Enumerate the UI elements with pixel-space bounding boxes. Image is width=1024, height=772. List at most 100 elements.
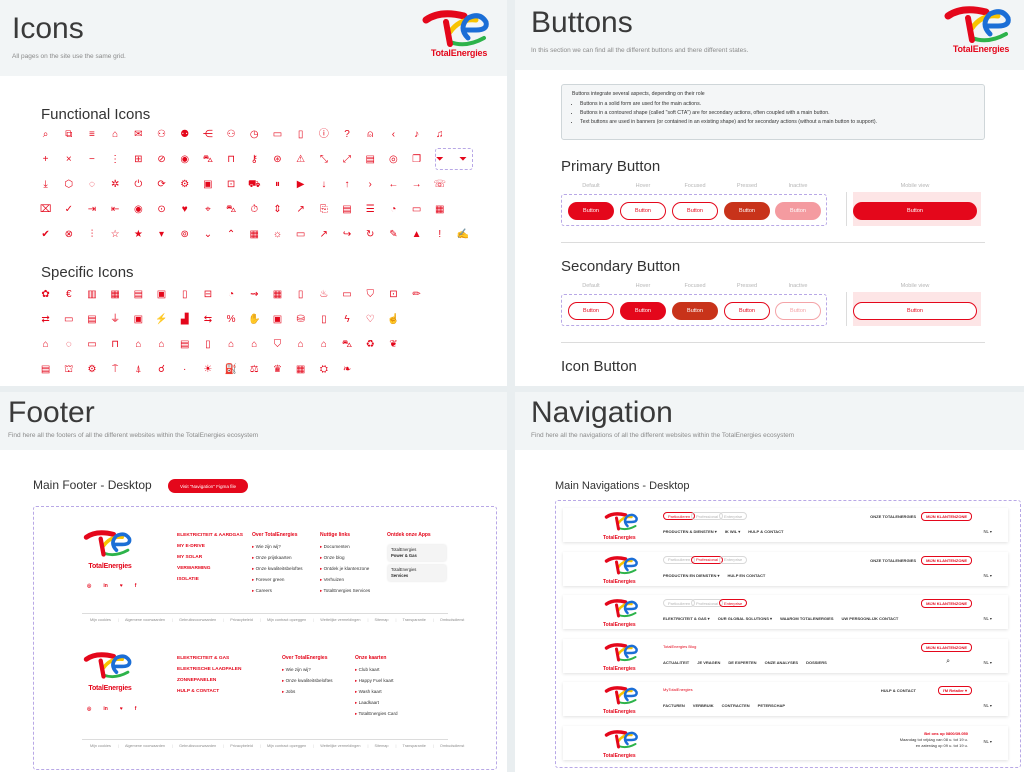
legal-link[interactable]: Algemene voorwaarden bbox=[125, 618, 173, 622]
contact-phone[interactable]: Bel ons op 0800/39.050 bbox=[924, 730, 968, 736]
twitter-icon[interactable]: ♥ bbox=[119, 583, 123, 589]
menu-item[interactable]: HULP EN CONTACT bbox=[727, 572, 766, 578]
customer-zone-button[interactable]: MIJN KLANTENZONE bbox=[921, 555, 972, 565]
linkedin-icon[interactable]: in bbox=[103, 583, 108, 589]
visit-figma-button[interactable]: Visit "Navigation" Figma file bbox=[168, 479, 249, 493]
secondary-button-focused[interactable]: Button bbox=[672, 302, 718, 320]
language-select[interactable]: NL ▾ bbox=[983, 616, 992, 621]
menu-item[interactable]: PETERSCHAP bbox=[757, 703, 786, 708]
footer-link[interactable]: Verhuizen bbox=[320, 574, 370, 585]
legal-link[interactable]: Wettelijke vermeldingen bbox=[320, 744, 368, 748]
language-select[interactable]: NL ▾ bbox=[983, 529, 992, 534]
footer-link[interactable]: ISOLATIE bbox=[177, 577, 199, 582]
site-name-link[interactable]: MyTotalEnergies bbox=[663, 687, 693, 692]
facebook-icon[interactable]: f bbox=[134, 706, 137, 712]
menu-item[interactable]: ONZE ANALYSES bbox=[764, 659, 799, 665]
footer-link[interactable]: MY SOLAR bbox=[177, 555, 203, 560]
legal-link[interactable]: Privacybeleid bbox=[230, 744, 261, 748]
footer-link[interactable]: Onze kwaliteitsbeloftes bbox=[252, 563, 303, 574]
legal-link[interactable]: Algemene voorwaarden bbox=[125, 744, 173, 748]
nav-logo[interactable]: TotalEnergies bbox=[603, 511, 643, 541]
primary-button-pressed[interactable]: Button bbox=[724, 202, 770, 220]
twitter-icon[interactable]: ♥ bbox=[119, 706, 123, 712]
legal-link[interactable]: Mijn cookies bbox=[90, 744, 119, 748]
primary-button-focused[interactable]: Button bbox=[672, 202, 718, 220]
menu-item[interactable]: ACTUALITEIT bbox=[663, 659, 690, 665]
footer-link[interactable]: MY E-DRIVE bbox=[177, 544, 205, 549]
menu-item[interactable]: CONTRACTEN bbox=[721, 703, 750, 708]
site-name-link[interactable]: TotalEnergies Blog bbox=[663, 643, 697, 649]
legal-link[interactable]: Transparantie bbox=[403, 744, 434, 748]
legal-link[interactable]: Gebruiksvoorwaarden bbox=[179, 744, 224, 748]
footer-link[interactable]: Club kaart bbox=[355, 664, 398, 675]
primary-button-default[interactable]: Button bbox=[568, 202, 614, 220]
legal-link[interactable]: Sitemap bbox=[375, 618, 397, 622]
customer-zone-button[interactable]: MIJN KLANTENZONE bbox=[921, 642, 972, 652]
language-select[interactable]: NL ▾ bbox=[983, 703, 992, 708]
menu-item[interactable]: HULP & CONTACT bbox=[748, 529, 784, 534]
footer-link[interactable]: ELEKTRICITEIT & GAS bbox=[177, 656, 230, 661]
legal-link[interactable]: Wettelijke vermeldingen bbox=[320, 618, 368, 622]
footer-link[interactable]: Onze prijskaarten bbox=[252, 552, 303, 563]
secondary-button-hover[interactable]: Button bbox=[620, 302, 666, 320]
footer-link[interactable]: TotalEnergies Card bbox=[355, 708, 398, 719]
nav-logo[interactable]: TotalEnergies bbox=[603, 685, 643, 715]
utility-link[interactable]: ONZE TOTALENERGIES bbox=[870, 514, 916, 519]
footer-link[interactable]: Documenten bbox=[320, 541, 370, 552]
footer-link[interactable]: ZONNEPANELEN bbox=[177, 678, 217, 683]
app-badge-power-gas[interactable]: TotalEnergies Power & Gas bbox=[388, 545, 446, 561]
language-select[interactable]: NL ▾ bbox=[983, 738, 992, 744]
nav-logo[interactable]: TotalEnergies bbox=[603, 729, 643, 759]
secondary-button-mobile[interactable]: Button bbox=[853, 302, 977, 320]
segment-tab[interactable]: Enterprise bbox=[719, 555, 748, 564]
secondary-button-default[interactable]: Button bbox=[568, 302, 614, 320]
nav-logo[interactable]: TotalEnergies bbox=[603, 598, 643, 628]
footer-link[interactable]: ELEKTRICITEIT & AARDGAS bbox=[177, 533, 243, 538]
legal-link[interactable]: Transparantie bbox=[403, 618, 434, 622]
menu-item[interactable]: JE VRAGEN bbox=[697, 659, 721, 665]
secondary-button-pressed[interactable]: Button bbox=[724, 302, 770, 320]
footer-link[interactable]: Laadkaart bbox=[355, 697, 398, 708]
customer-zone-button[interactable]: MIJN KLANTENZONE bbox=[921, 512, 972, 521]
menu-item[interactable]: PRODUCTEN EN DIENSTEN ▾ bbox=[663, 572, 720, 578]
instagram-icon[interactable]: ◎ bbox=[87, 706, 92, 712]
footer-link[interactable]: Ontdek je klantenzone bbox=[320, 563, 370, 574]
legal-link[interactable]: Mijn contract opzeggen bbox=[267, 618, 314, 622]
segment-tab[interactable]: Enterprise bbox=[719, 599, 748, 607]
menu-item[interactable]: ELEKTRICITEIT & GAS ▾ bbox=[663, 616, 710, 621]
legal-link[interactable]: Gebruiksvoorwaarden bbox=[179, 618, 224, 622]
search-icon[interactable]: ⌕ bbox=[946, 657, 950, 665]
legal-link[interactable]: Ombudsdienst bbox=[439, 744, 465, 748]
facebook-icon[interactable]: f bbox=[134, 583, 137, 589]
footer-link[interactable]: Onze kwaliteitsbeloftes bbox=[282, 675, 333, 686]
menu-item[interactable]: OUR GLOBAL SOLUTIONS ▾ bbox=[717, 616, 773, 621]
footer-link[interactable]: Jobs bbox=[282, 686, 333, 697]
legal-link[interactable]: Ombudsdienst bbox=[439, 618, 465, 622]
menu-item[interactable]: PRODUCTEN & DIENSTEN ▾ bbox=[663, 529, 717, 534]
menu-item[interactable]: IK WIL ▾ bbox=[724, 529, 741, 534]
nav-logo[interactable]: TotalEnergies bbox=[603, 555, 643, 585]
customer-zone-button[interactable]: MIJN KLANTENZONE bbox=[921, 599, 972, 608]
menu-item[interactable]: WAAROM TOTALENERGIES bbox=[780, 616, 834, 621]
primary-button-hover[interactable]: Button bbox=[620, 202, 666, 220]
footer-link[interactable]: Onze blog bbox=[320, 552, 370, 563]
footer-link[interactable]: HULP & CONTACT bbox=[177, 689, 220, 694]
legal-link[interactable]: Sitemap bbox=[375, 744, 397, 748]
footer-link[interactable]: Wash kaart bbox=[355, 686, 398, 697]
primary-button-mobile[interactable]: Button bbox=[853, 202, 977, 220]
nav-logo[interactable]: TotalEnergies bbox=[603, 642, 643, 672]
language-select[interactable]: NL ▾ bbox=[983, 572, 992, 578]
utility-link[interactable]: ONZE TOTALENERGIES bbox=[870, 557, 916, 563]
legal-link[interactable]: Privacybeleid bbox=[230, 618, 261, 622]
app-badge-services[interactable]: TotalEnergies Services bbox=[388, 565, 446, 581]
footer-link[interactable]: Happy Fuel kaart bbox=[355, 675, 398, 686]
menu-item[interactable]: VERBRUIK bbox=[692, 703, 714, 708]
legal-link[interactable]: Mijn cookies bbox=[90, 618, 119, 622]
footer-link[interactable]: VERWARMING bbox=[177, 566, 211, 571]
segment-tab[interactable]: Enterprise bbox=[719, 512, 748, 520]
linkedin-icon[interactable]: in bbox=[103, 706, 108, 712]
customer-zone-button[interactable]: I'M Retailer ▾ bbox=[937, 686, 972, 695]
language-select[interactable]: NL ▾ bbox=[983, 659, 992, 665]
footer-link[interactable]: Careers bbox=[252, 585, 303, 596]
legal-link[interactable]: Mijn contract opzeggen bbox=[267, 744, 314, 748]
